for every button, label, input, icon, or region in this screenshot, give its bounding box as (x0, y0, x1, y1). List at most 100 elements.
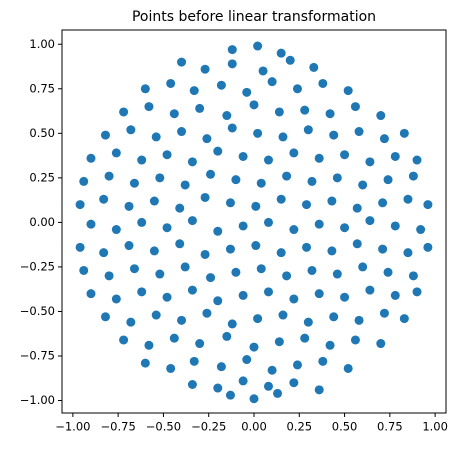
point (187, 216, 197, 226)
point (307, 176, 317, 186)
point (340, 292, 350, 302)
point (314, 385, 324, 395)
point (126, 125, 136, 135)
point (292, 84, 302, 94)
point (213, 296, 223, 306)
point (325, 340, 335, 350)
point (352, 239, 362, 249)
point (307, 265, 317, 275)
point (124, 201, 134, 211)
point (309, 62, 319, 72)
point (225, 198, 235, 208)
point (383, 267, 393, 277)
point (216, 362, 226, 372)
point (144, 340, 154, 350)
point (100, 130, 110, 140)
point (289, 225, 299, 235)
point (408, 171, 418, 181)
point (187, 379, 197, 389)
point (303, 125, 313, 135)
point (416, 225, 426, 235)
point (225, 390, 235, 400)
point (155, 269, 165, 279)
point (403, 248, 413, 258)
point (379, 308, 389, 318)
point (79, 176, 89, 186)
point (189, 86, 199, 96)
point (256, 178, 266, 188)
point (162, 223, 172, 233)
point (302, 200, 312, 210)
point (318, 356, 328, 366)
point (327, 246, 337, 256)
point (289, 378, 299, 388)
point (273, 388, 283, 398)
point (399, 128, 409, 138)
point (111, 148, 121, 158)
point (365, 157, 375, 167)
point (195, 103, 205, 113)
point (129, 178, 139, 188)
point (390, 221, 400, 231)
point (149, 246, 159, 256)
point (99, 248, 109, 258)
point (111, 225, 121, 235)
y-tick-label: 1.00 (29, 37, 55, 51)
point (187, 285, 197, 295)
y-tick-label: 0.50 (29, 126, 55, 140)
point (314, 289, 324, 299)
point (408, 271, 418, 281)
point (365, 216, 375, 226)
point (289, 294, 299, 304)
point (263, 287, 273, 297)
point (206, 169, 216, 179)
point (213, 226, 223, 236)
point (206, 273, 216, 283)
point (151, 132, 161, 142)
point (99, 194, 109, 204)
point (412, 287, 422, 297)
point (282, 271, 292, 281)
point (202, 308, 212, 318)
x-tick-label: −0.25 (191, 420, 226, 434)
point (137, 217, 147, 227)
point (104, 171, 114, 181)
point (227, 319, 237, 329)
point (200, 64, 210, 74)
x-tick-label: 1.00 (422, 420, 448, 434)
point (238, 376, 248, 386)
point (124, 241, 134, 251)
point (175, 239, 185, 249)
point (383, 175, 393, 185)
point (169, 109, 179, 119)
x-tick-label: 0.75 (377, 420, 403, 434)
y-tick-label: −1.00 (20, 393, 55, 407)
point (340, 150, 350, 160)
point (258, 66, 268, 76)
point (195, 339, 205, 349)
point (151, 310, 161, 320)
point (227, 123, 237, 133)
point (231, 175, 241, 185)
point (278, 310, 288, 320)
point (267, 77, 277, 87)
point (378, 198, 388, 208)
point (162, 292, 172, 302)
point (177, 127, 187, 137)
point (189, 356, 199, 366)
point (329, 130, 339, 140)
point (119, 107, 129, 117)
point (282, 171, 292, 181)
y-tick-label: 0.75 (29, 81, 55, 95)
point (399, 314, 409, 324)
point (292, 360, 302, 370)
axes-frame (61, 29, 447, 414)
point (119, 335, 129, 345)
point (86, 153, 96, 163)
point (365, 285, 375, 295)
point (403, 194, 413, 204)
point (216, 80, 226, 90)
point (75, 200, 85, 210)
point (327, 196, 337, 206)
x-tick-label: −0.50 (146, 420, 181, 434)
